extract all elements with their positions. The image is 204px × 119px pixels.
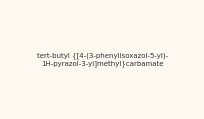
Text: tert-butyl {[4-(3-phenylisoxazol-5-yl)-
1H-pyrazol-3-yl]methyl}carbamate: tert-butyl {[4-(3-phenylisoxazol-5-yl)- … <box>37 52 167 67</box>
